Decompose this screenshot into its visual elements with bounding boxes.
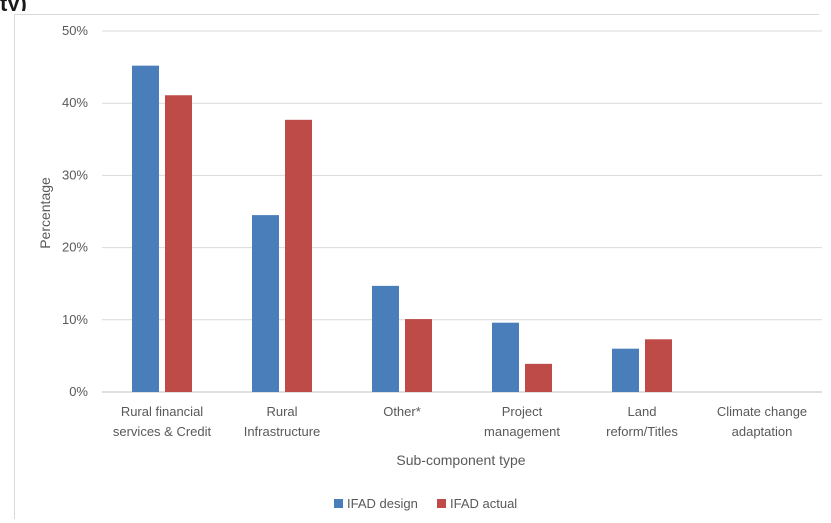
y-tick-label: 50%: [62, 23, 88, 38]
bar-ifad-actual: [645, 339, 672, 392]
chart-frame: [14, 14, 819, 519]
legend: IFAD design IFAD actual: [334, 496, 517, 511]
x-category-label: Rural: [266, 404, 297, 419]
bar-ifad-actual: [525, 363, 552, 392]
x-axis-title: Sub-component type: [396, 452, 525, 468]
x-category-label: Project: [502, 404, 543, 419]
bar-ifad-design: [372, 285, 399, 392]
x-category-label: Infrastructure: [244, 424, 321, 439]
y-tick-label: 10%: [62, 312, 88, 327]
x-category-label: Other*: [383, 404, 421, 419]
y-tick-label: 20%: [62, 240, 88, 255]
x-category-label: reform/Titles: [606, 424, 678, 439]
x-axis-category-labels: Rural financial services & Credit Rural Inf…: [113, 404, 807, 439]
x-category-label: adaptation: [732, 424, 793, 439]
y-axis-ticks: 0% 10% 20% 30% 40% 50%: [62, 23, 88, 399]
bar-ifad-design: [132, 65, 159, 392]
legend-swatch: [334, 499, 343, 508]
legend-label: IFAD design: [347, 496, 418, 511]
legend-label: IFAD actual: [450, 496, 517, 511]
y-tick-label: 40%: [62, 95, 88, 110]
bar-ifad-actual: [405, 319, 432, 392]
x-category-label: Rural financial: [121, 404, 203, 419]
gridlines: [102, 30, 822, 393]
bar-ifad-design: [252, 215, 279, 392]
bar-ifad-actual: [285, 119, 312, 392]
x-category-label: management: [484, 424, 560, 439]
bar-ifad-design: [612, 348, 639, 392]
clipped-heading-fragment: ty): [0, 0, 27, 11]
y-tick-label: 30%: [62, 167, 88, 182]
legend-swatch: [437, 499, 446, 508]
bars: [132, 65, 672, 393]
x-category-label: services & Credit: [113, 424, 212, 439]
bar-ifad-design: [492, 322, 519, 392]
y-axis-title: Percentage: [37, 177, 53, 249]
y-tick-label: 0%: [69, 384, 88, 399]
x-category-label: Climate change: [717, 404, 807, 419]
bar-ifad-actual: [165, 95, 192, 393]
x-category-label: Land: [628, 404, 657, 419]
